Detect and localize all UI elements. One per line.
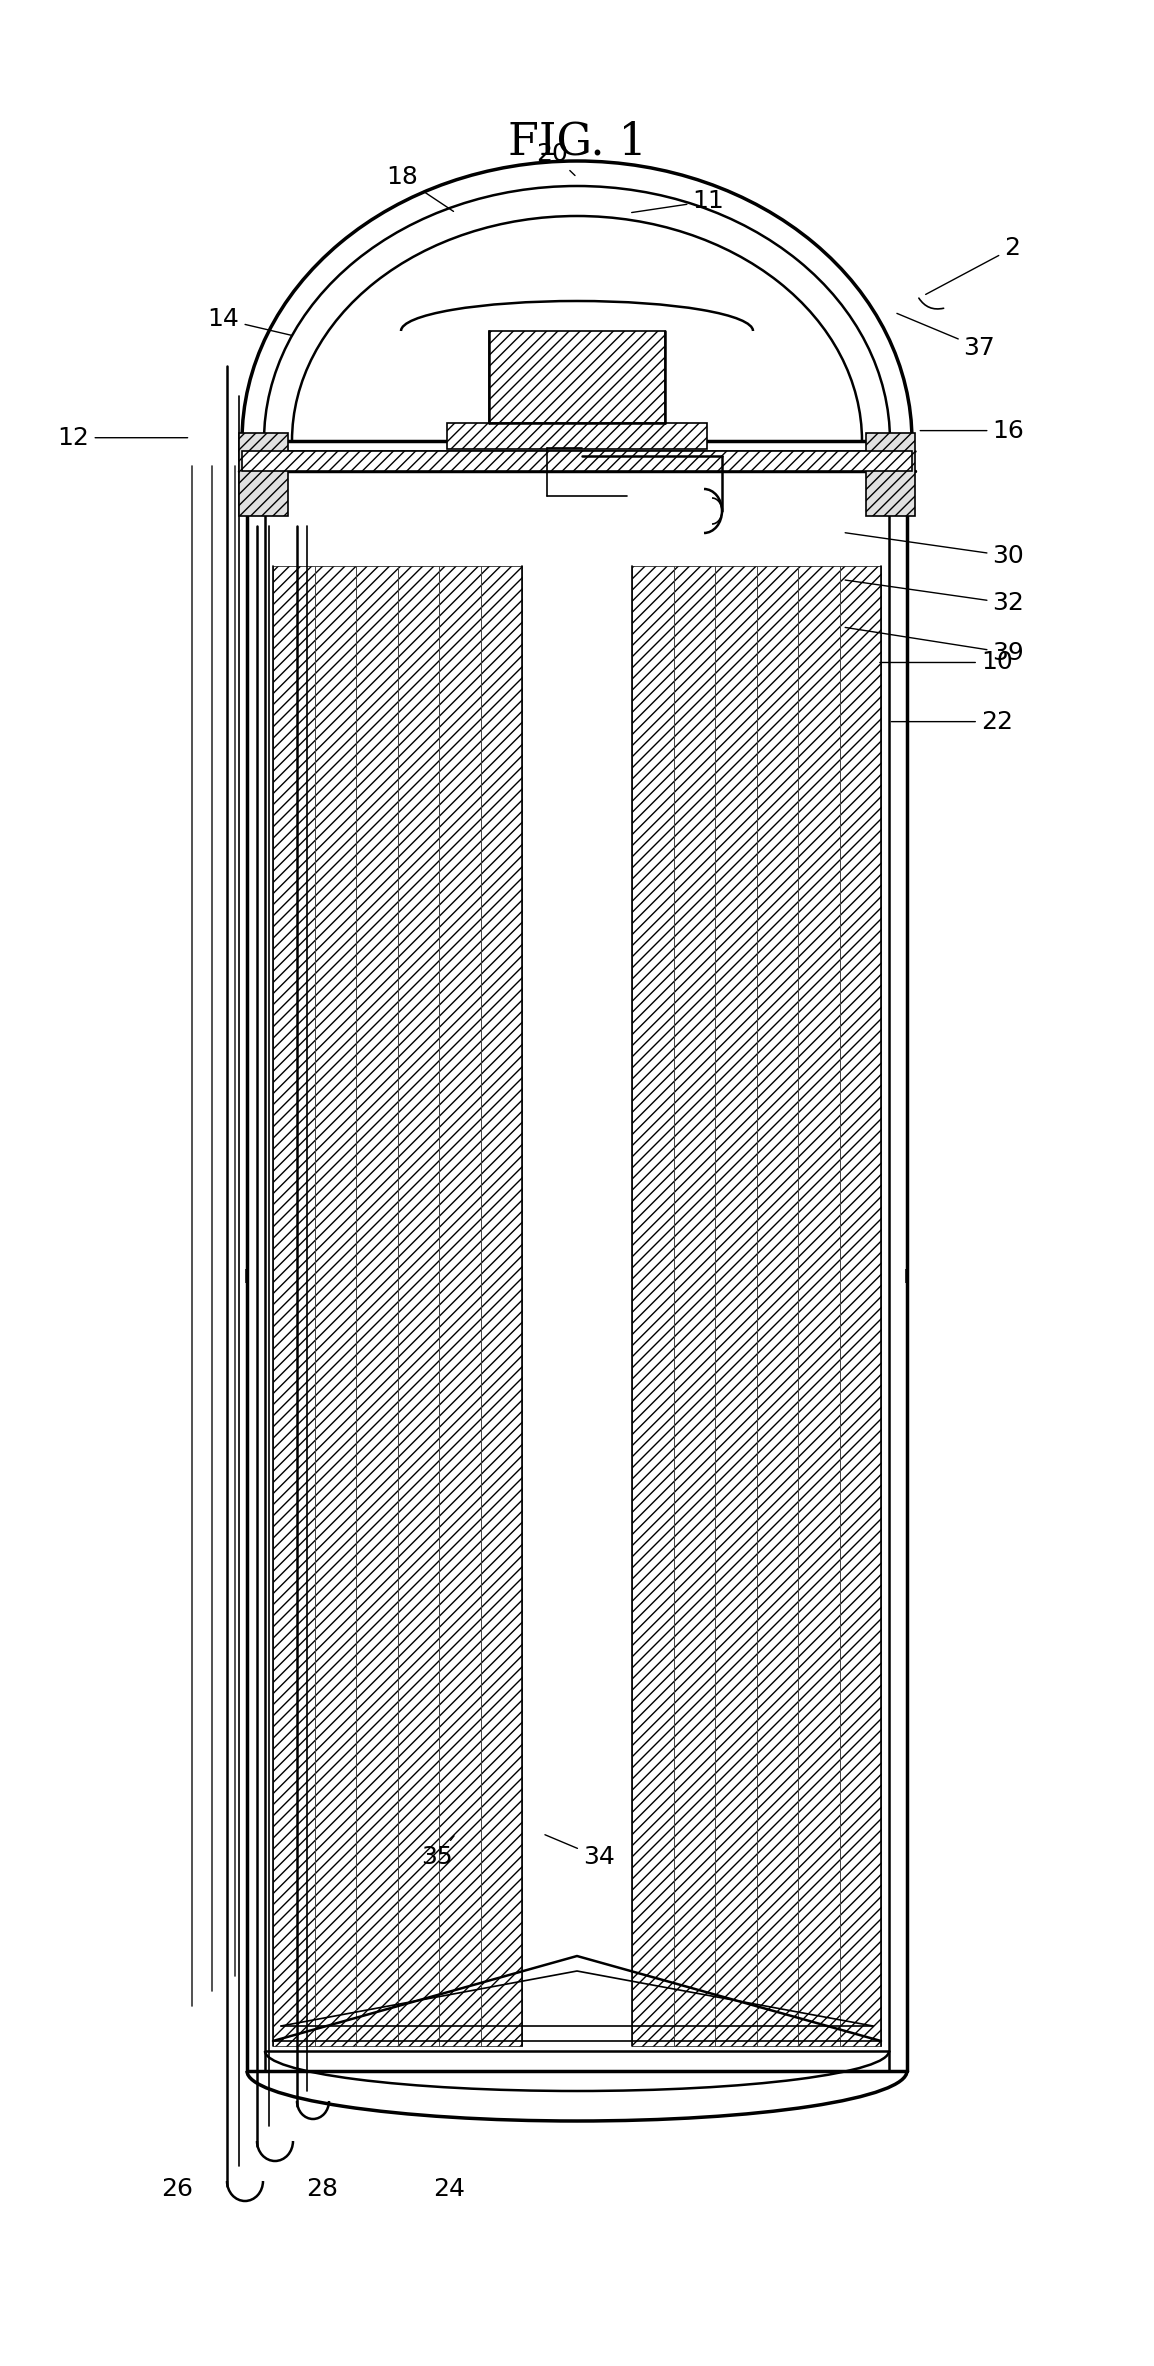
Polygon shape (632, 565, 881, 2047)
Text: 12: 12 (58, 426, 188, 450)
Text: FIG. 1: FIG. 1 (508, 121, 646, 163)
Text: 34: 34 (545, 1834, 615, 1869)
Text: 30: 30 (845, 532, 1025, 568)
Text: 11: 11 (631, 189, 725, 213)
Text: 37: 37 (897, 312, 996, 360)
Text: 39: 39 (845, 627, 1025, 665)
Polygon shape (273, 565, 522, 2047)
Text: 26: 26 (162, 2177, 194, 2200)
Text: 18: 18 (387, 166, 454, 211)
Text: 10: 10 (879, 651, 1013, 674)
Polygon shape (447, 424, 707, 450)
Text: 24: 24 (433, 2177, 465, 2200)
Polygon shape (242, 452, 912, 471)
Text: 14: 14 (208, 308, 292, 336)
Text: 22: 22 (891, 710, 1013, 733)
Polygon shape (866, 433, 915, 516)
Text: 35: 35 (421, 1836, 454, 1869)
Text: 16: 16 (920, 419, 1025, 442)
Text: 20: 20 (537, 142, 575, 175)
Polygon shape (489, 331, 665, 424)
Text: 32: 32 (845, 580, 1025, 615)
Text: 28: 28 (306, 2177, 338, 2200)
Polygon shape (239, 433, 288, 516)
Text: 2: 2 (926, 237, 1020, 293)
